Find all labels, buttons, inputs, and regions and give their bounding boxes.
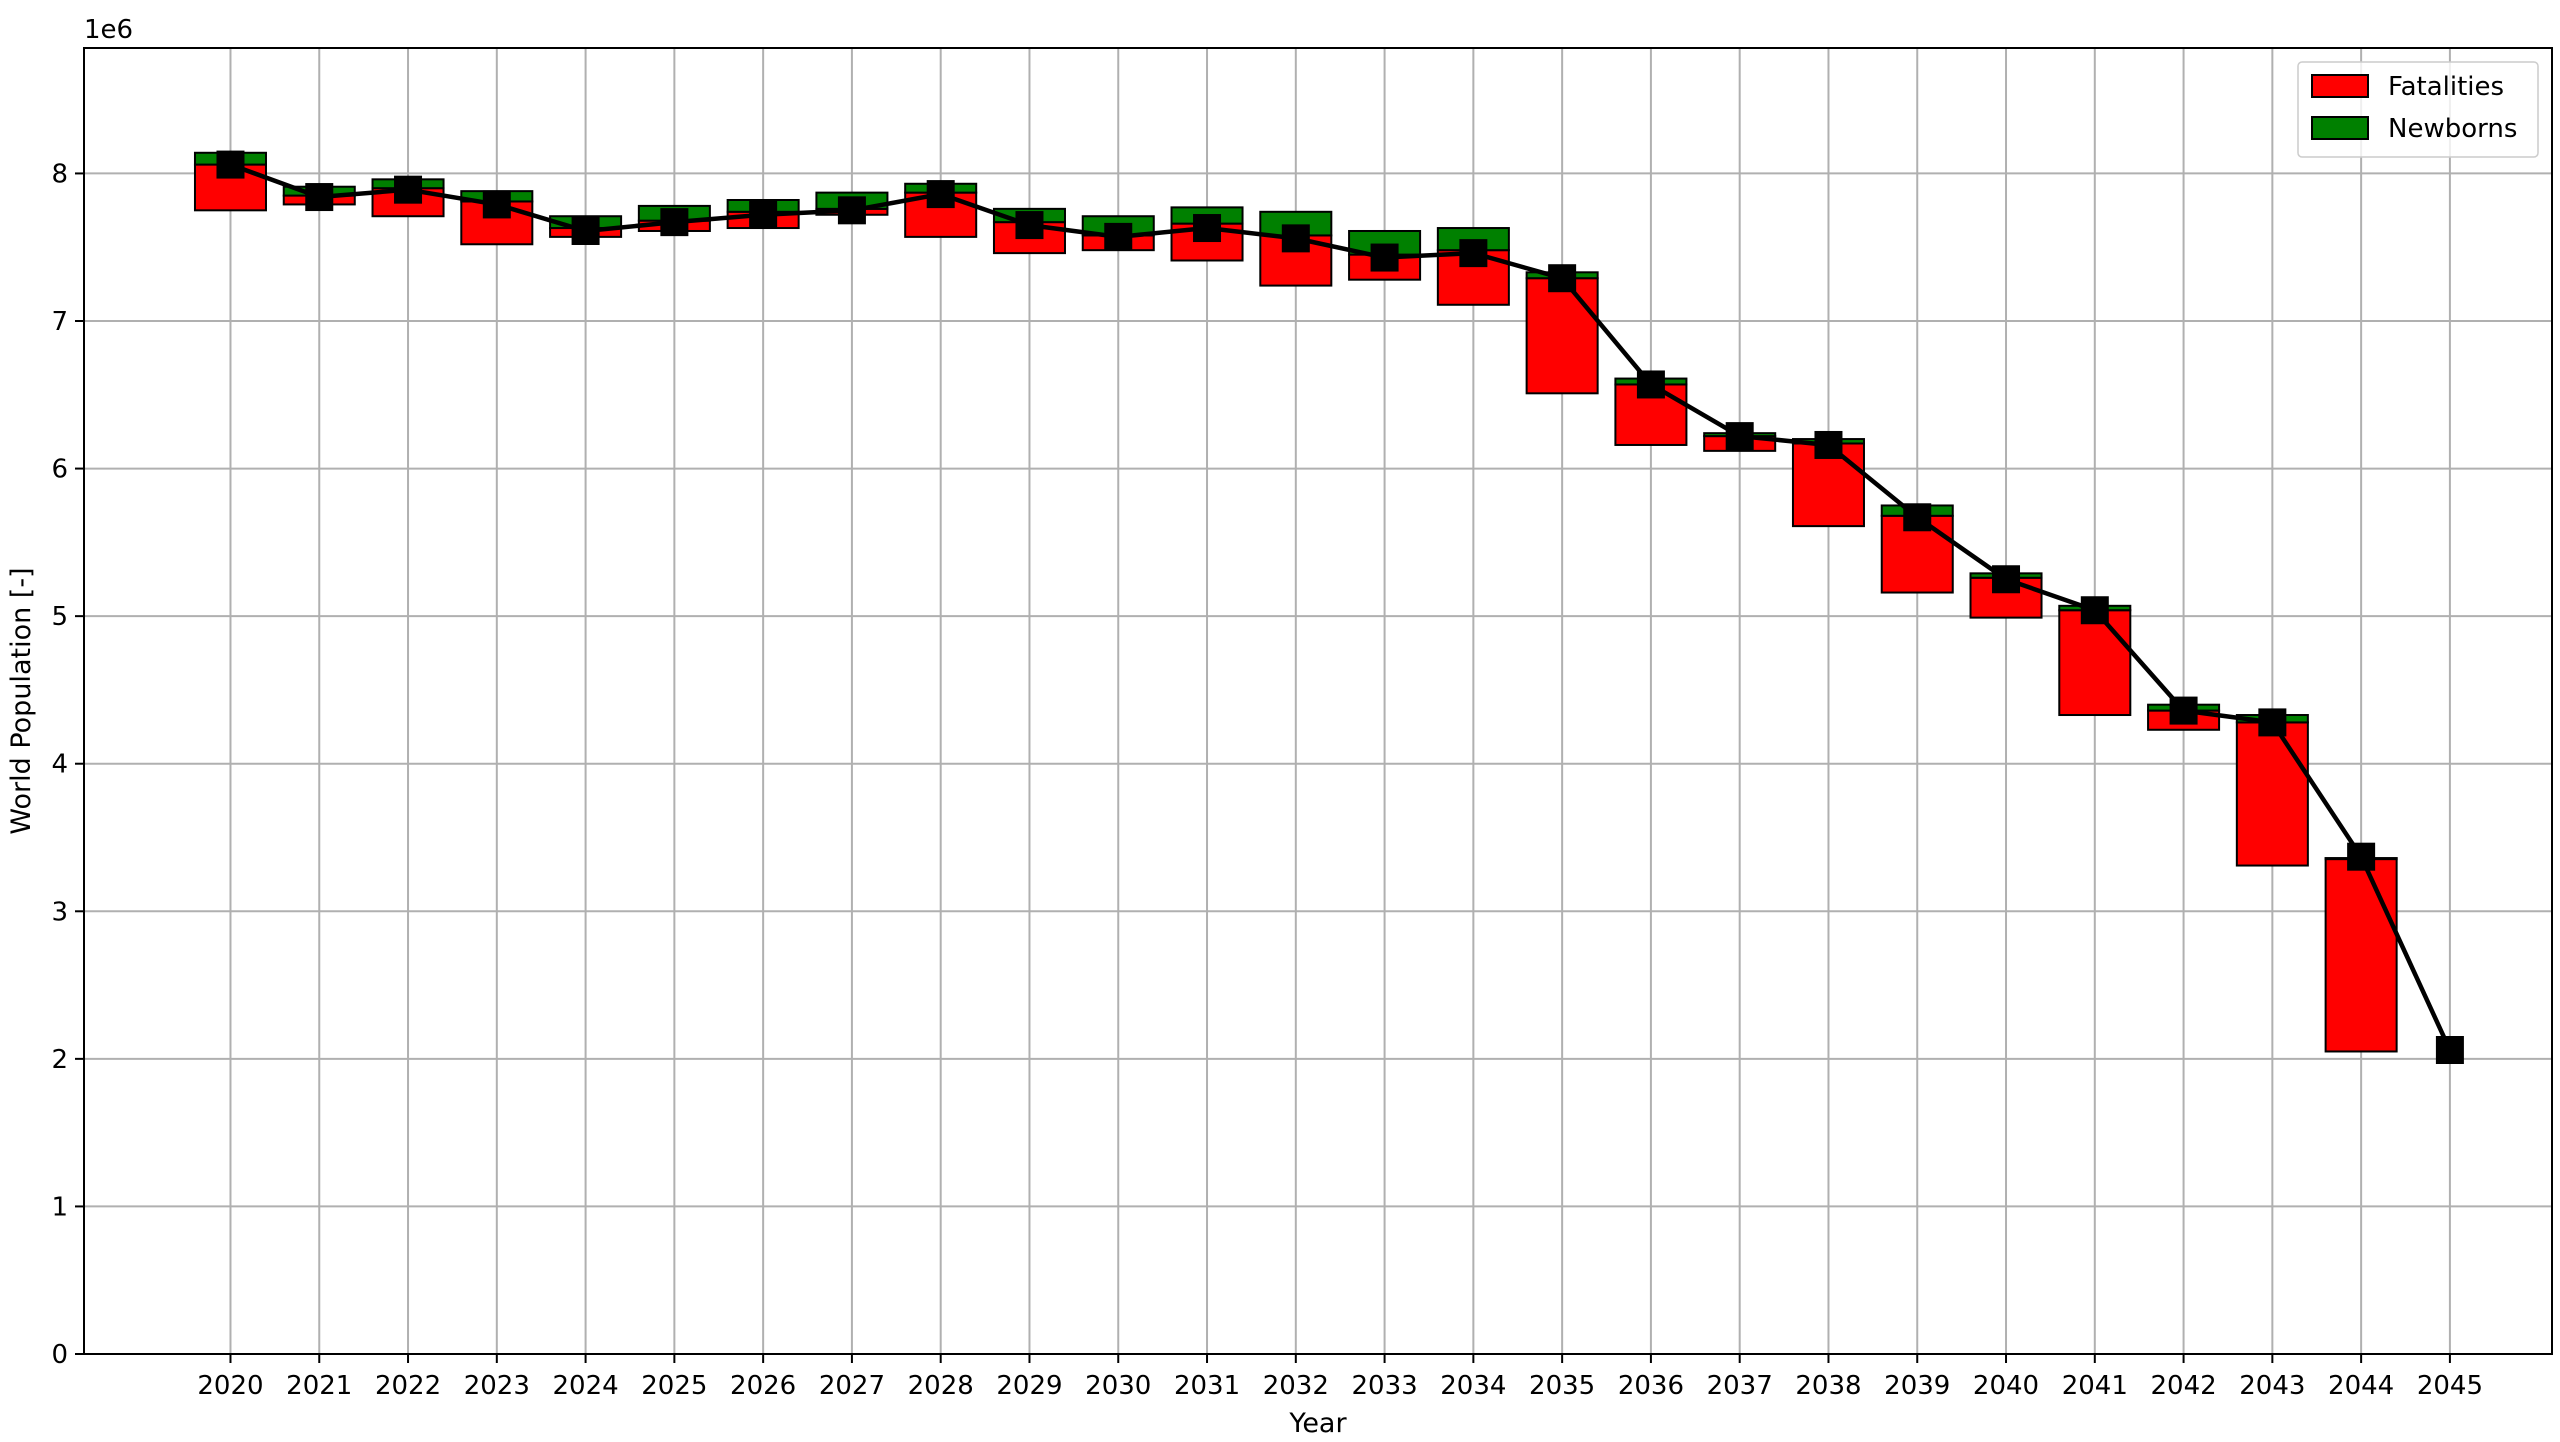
fatalities-bar — [2235, 721, 2309, 867]
y-tick-label: 8 — [51, 159, 68, 189]
legend-swatch-newborns — [2311, 116, 2369, 140]
x-tick-label: 2029 — [996, 1371, 1062, 1401]
x-tick-label: 2041 — [2062, 1371, 2128, 1401]
population-line — [216, 150, 2464, 1065]
population-marker — [394, 175, 423, 204]
x-tick-label: 2045 — [2417, 1371, 2483, 1401]
legend-label-newborns: Newborns — [2388, 114, 2517, 144]
population-marker — [749, 200, 778, 229]
population-marker — [837, 196, 866, 225]
population-marker — [660, 208, 689, 237]
population-marker — [305, 183, 334, 212]
axes: 2020 2021 2022 2023 2024 2025 2026 2027 2028 2029… — [51, 159, 2483, 1401]
legend: Fatalities Newborns — [2297, 61, 2539, 158]
population-marker — [926, 180, 955, 209]
y-tick-label: 3 — [51, 897, 68, 927]
legend-label-fatalities: Fatalities — [2388, 72, 2504, 102]
fatalities-bar — [2058, 609, 2132, 717]
x-tick-label: 2023 — [464, 1371, 530, 1401]
population-marker — [216, 150, 245, 179]
fatalities-bar — [2324, 857, 2398, 1053]
population-marker — [1104, 222, 1133, 251]
population-marker — [571, 216, 600, 245]
x-tick-label: 2043 — [2239, 1371, 2305, 1401]
fatalities-bar — [1525, 277, 1599, 395]
legend-swatch-fatalities — [2311, 74, 2369, 98]
y-tick-label: 1 — [51, 1192, 68, 1222]
y-tick-label: 7 — [51, 307, 68, 337]
x-tick-label: 2037 — [1707, 1371, 1773, 1401]
y-tick-label: 6 — [51, 455, 68, 485]
population-marker — [1636, 370, 1665, 399]
x-tick-label: 2021 — [286, 1371, 352, 1401]
y-tick-label: 2 — [51, 1045, 68, 1075]
x-tick-label: 2033 — [1351, 1371, 1417, 1401]
x-tick-label: 2022 — [375, 1371, 441, 1401]
x-tick-label: 2038 — [1795, 1371, 1861, 1401]
population-marker — [2258, 708, 2287, 737]
population-marker — [1548, 264, 1577, 293]
y-offset-label: 1e6 — [84, 15, 133, 45]
plot-frame — [83, 47, 2553, 1355]
population-marker — [1370, 243, 1399, 272]
x-tick-label: 2034 — [1440, 1371, 1506, 1401]
population-marker — [2080, 596, 2109, 625]
x-tick-label: 2026 — [730, 1371, 796, 1401]
y-tick-label: 0 — [51, 1340, 68, 1370]
x-tick-label: 2024 — [553, 1371, 619, 1401]
population-marker — [482, 190, 511, 219]
x-tick-label: 2020 — [197, 1371, 263, 1401]
y-axis-label: World Population [-] — [6, 567, 37, 834]
x-tick-label: 2031 — [1174, 1371, 1240, 1401]
x-tick-label: 2044 — [2328, 1371, 2394, 1401]
grid-lines — [84, 48, 2552, 1355]
x-tick-label: 2030 — [1085, 1371, 1151, 1401]
x-tick-label: 2032 — [1263, 1371, 1329, 1401]
x-tick-label: 2025 — [641, 1371, 707, 1401]
x-tick-label: 2027 — [819, 1371, 885, 1401]
population-marker — [2347, 842, 2376, 871]
x-tick-label: 2042 — [2150, 1371, 2216, 1401]
x-tick-label: 2035 — [1529, 1371, 1595, 1401]
population-marker — [1281, 224, 1310, 253]
y-tick-label: 5 — [51, 602, 68, 632]
population-marker — [1193, 214, 1222, 243]
population-marker — [2169, 696, 2198, 725]
population-marker — [1725, 422, 1754, 451]
x-tick-label: 2028 — [908, 1371, 974, 1401]
population-line-path — [229, 162, 2452, 1051]
x-tick-label: 2036 — [1618, 1371, 1684, 1401]
population-marker — [2435, 1036, 2464, 1065]
x-tick-label: 2039 — [1884, 1371, 1950, 1401]
population-marker — [1903, 503, 1932, 532]
population-marker — [1814, 430, 1843, 459]
x-axis-label: Year — [1288, 1408, 1347, 1438]
y-tick-label: 4 — [51, 750, 68, 780]
population-marker — [1459, 239, 1488, 268]
population-marker — [1992, 565, 2021, 594]
x-tick-label: 2040 — [1973, 1371, 2039, 1401]
population-marker — [1015, 211, 1044, 240]
